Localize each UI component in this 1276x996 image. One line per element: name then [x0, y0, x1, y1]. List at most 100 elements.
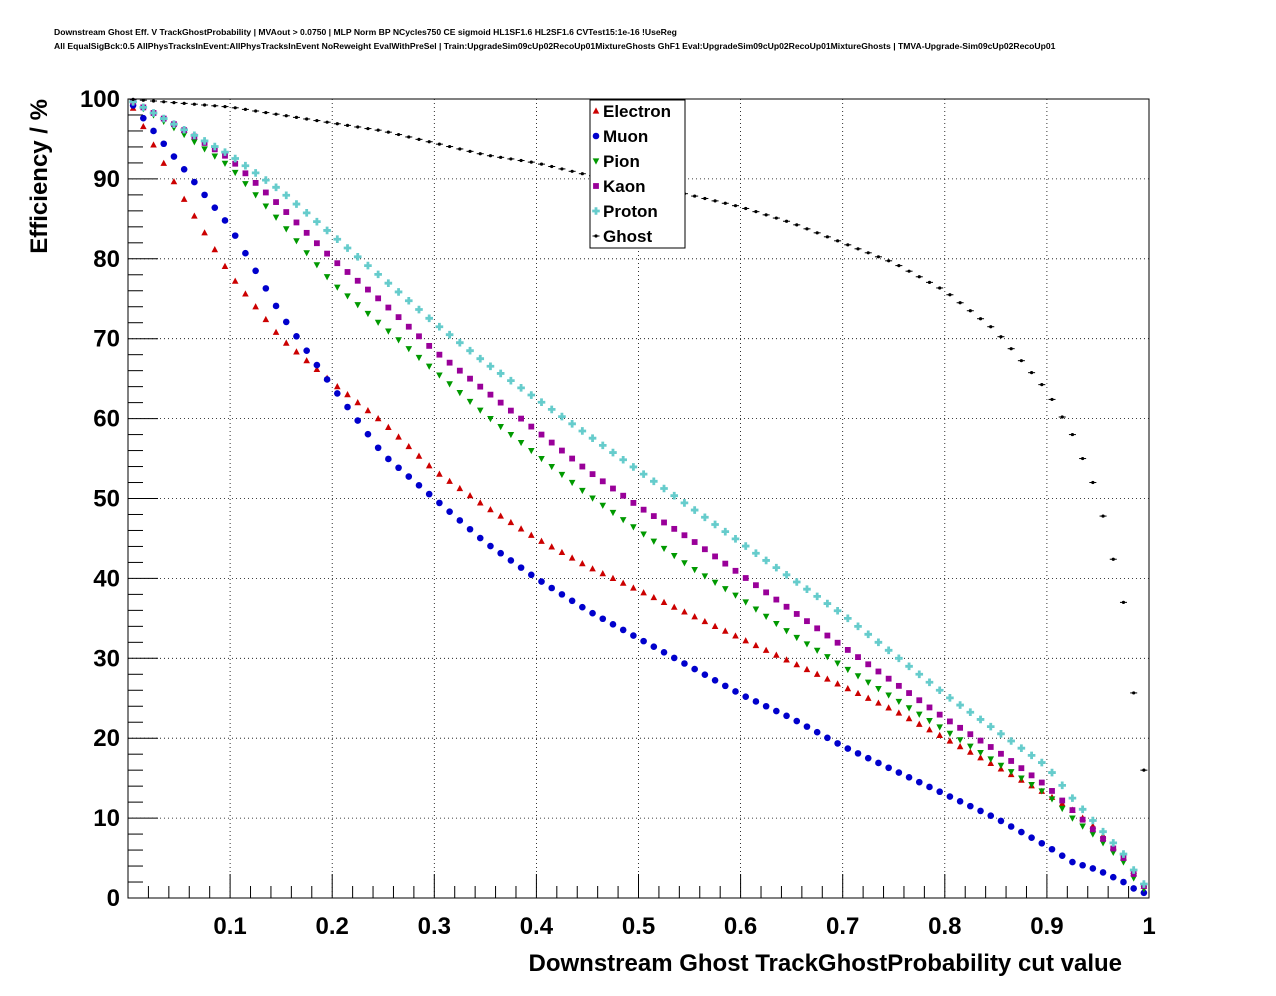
data-point [854, 622, 862, 631]
data-point [598, 441, 607, 450]
data-point [1099, 514, 1107, 518]
data-point [875, 686, 882, 693]
data-point [916, 697, 923, 704]
data-point [763, 589, 770, 596]
data-point [1140, 768, 1148, 772]
data-point [742, 637, 750, 644]
data-point [1130, 871, 1137, 877]
data-point [344, 403, 351, 411]
data-point [803, 665, 811, 673]
data-point [1018, 828, 1025, 836]
x-tick-label: 0.2 [316, 913, 349, 940]
data-point [537, 398, 546, 407]
data-point [1049, 788, 1055, 794]
data-point [538, 431, 545, 438]
data-point [792, 578, 801, 586]
data-point [752, 210, 760, 214]
data-point [385, 328, 392, 335]
data-point [936, 724, 943, 731]
data-point [190, 131, 199, 140]
y-tick-label: 40 [93, 565, 120, 592]
data-point [966, 309, 974, 313]
data-point [915, 778, 923, 786]
data-point [833, 606, 842, 615]
data-point [252, 192, 259, 199]
data-point [497, 512, 504, 519]
data-point [1058, 852, 1066, 859]
data-point [415, 452, 423, 459]
data-point [895, 769, 903, 776]
data-point [987, 756, 995, 763]
data-point [405, 442, 413, 450]
data-point [976, 715, 985, 724]
data-point [497, 423, 504, 431]
data-point [803, 641, 811, 648]
data-point [874, 638, 883, 647]
data-point [997, 335, 1005, 339]
data-point [262, 285, 270, 292]
data-point [640, 531, 647, 538]
data-point [374, 444, 382, 452]
data-point [793, 223, 801, 227]
data-point [435, 142, 443, 146]
data-point [935, 686, 944, 695]
data-point [884, 646, 893, 655]
data-point [804, 618, 810, 625]
x-tick-label: 1 [1142, 913, 1155, 940]
data-point [793, 611, 800, 617]
data-point [619, 517, 627, 524]
data-point [527, 531, 535, 538]
y-tick-label: 70 [93, 326, 120, 353]
data-point [435, 322, 444, 331]
data-point [1089, 826, 1096, 833]
data-point [926, 726, 933, 733]
data-point [201, 146, 208, 153]
data-point [1120, 855, 1127, 861]
data-point [1109, 557, 1117, 561]
data-point [211, 204, 219, 211]
data-point [905, 715, 913, 722]
data-point [997, 730, 1005, 738]
data-point [548, 463, 556, 471]
data-point [456, 367, 463, 374]
x-tick-label: 0.3 [418, 913, 451, 940]
legend-label-ghost: Ghost [603, 227, 652, 246]
data-point [895, 698, 903, 706]
data-point [374, 270, 382, 279]
data-point [139, 103, 148, 112]
data-point [599, 478, 606, 485]
data-point [191, 139, 198, 146]
data-point [334, 284, 341, 291]
data-point [364, 407, 372, 414]
y-tick-label: 20 [93, 725, 120, 752]
data-point [374, 128, 382, 132]
data-point [864, 754, 872, 762]
y-tick-label: 60 [93, 406, 120, 433]
data-point [487, 542, 494, 550]
data-point [456, 484, 464, 492]
data-point [844, 647, 851, 653]
data-point [517, 384, 525, 392]
data-point [343, 244, 352, 252]
x-axis-label: Downstream Ghost TrackGhostProbability c… [529, 950, 1122, 977]
data-point [681, 608, 688, 615]
data-point [334, 390, 341, 397]
data-point [1130, 875, 1137, 882]
data-point [303, 229, 310, 236]
data-point [445, 330, 454, 339]
data-point [609, 621, 617, 628]
data-point [476, 534, 484, 542]
data-point [640, 637, 647, 645]
data-point [1079, 816, 1086, 823]
data-point [282, 318, 290, 326]
data-point [507, 157, 515, 161]
data-point [517, 158, 525, 163]
data-point [579, 560, 586, 567]
data-point [783, 712, 790, 720]
data-point [159, 114, 168, 123]
data-point [732, 688, 739, 695]
data-point [425, 462, 433, 469]
data-point [517, 525, 525, 532]
data-point [1038, 383, 1046, 387]
data-point [609, 448, 617, 457]
